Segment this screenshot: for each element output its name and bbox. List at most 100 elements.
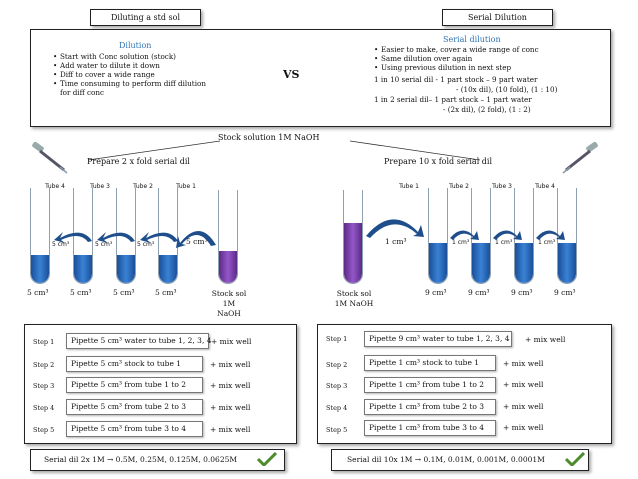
transfer-volume: 5 cm³ [137,241,155,248]
right-panel-title: Prepare 10 x fold serial dil [384,157,493,166]
serial-point: Using previous dilution in next step [374,63,604,72]
stock-title: Stock solution 1M NaOH [218,133,320,142]
right-summary: Serial dil 10x 1M → 0.1M, 0.01M, 0.001M,… [347,455,545,464]
test-tube [471,188,491,284]
step-label: Step 5 [33,426,55,434]
tube-label: Tube 2 [133,183,153,190]
tube-volume: 5 cm³ [113,288,135,297]
dilution-point: Start with Conc solution (stock) [53,52,243,61]
transfer-volume: 1 cm³ [495,239,513,246]
tube-volume: 9 cm³ [425,288,447,297]
transfer-volume: 1 cm³ [538,239,556,246]
stock-label: Stock sol 1M NaOH [211,289,247,318]
step-action: Pipette 5 cm³ from tube 1 to 2 [66,377,203,393]
pipette-icon [562,142,598,174]
test-tube [557,188,577,284]
ratio-line: 1 in 10 serial dil - 1 part stock – 9 pa… [374,75,538,84]
pipette-icon [32,142,68,174]
step-action: Pipette 1 cm³ from tube 3 to 4 [364,420,496,436]
right-title: Serial Dilution [468,13,527,22]
ratio-line: - (2x dil), (2 fold), (1 : 2) [443,105,531,114]
left-summary-box [30,449,285,471]
ratio-line: - (10x dil), (10 fold), (1 : 10) [456,85,558,94]
tube-label: Tube 3 [90,183,110,190]
step-label: Step 2 [326,361,348,369]
step-label: Step 2 [33,361,55,369]
vs-label: VS [283,68,300,81]
transfer-volume: 1 cm³ [452,239,470,246]
step-action: Pipette 5 cm³ water to tube 1, 2, 3, 4 [66,333,211,349]
step-label: Step 1 [33,338,55,346]
checkmark-icon [257,452,277,466]
tube-volume: 5 cm³ [27,288,49,297]
dilution-points: Start with Conc solution (stock) Add wat… [53,52,243,97]
step-label: Step 1 [326,335,348,343]
step-action: Pipette 5 cm³ stock to tube 1 [66,356,203,372]
transfer-volume: 1 cm³ [385,237,407,246]
left-summary: Serial dil 2x 1M → 0.5M, 0.25M, 0.125M, … [44,455,238,464]
step-mix: + mix well [503,423,544,432]
tube-volume: 5 cm³ [70,288,92,297]
left-title-box: Diluting a std sol [90,9,201,26]
test-tube [428,188,448,284]
step-mix: + mix well [503,402,544,411]
step-action: Pipette 1 cm³ from tube 1 to 2 [364,377,496,393]
dilution-point: Diff to cover a wide range [53,70,243,79]
ratio-line: 1 in 2 serial dil– 1 part stock – 1 part… [374,95,532,104]
step-action: Pipette 5 cm³ from tube 2 to 3 [66,399,203,415]
step-mix: + mix well [211,337,252,346]
tube-volume: 9 cm³ [511,288,533,297]
left-title: Diluting a std sol [110,13,181,22]
serial-point: Same dilution over again [374,54,604,63]
transfer-volume: 5 cm³ [186,237,208,246]
step-label: Step 4 [326,404,348,412]
step-mix: + mix well [210,403,251,412]
stock-tube [343,190,363,284]
arrow-line-left [87,140,221,161]
step-label: Step 4 [33,404,55,412]
stock-tube [218,190,238,284]
right-summary-box [331,449,589,471]
test-tube [30,188,50,284]
transfer-volume: 5 cm³ [52,241,70,248]
test-tube [514,188,534,284]
step-label: Step 3 [33,382,55,390]
right-title-box: Serial Dilution [442,9,553,26]
step-action: Pipette 1 cm³ stock to tube 1 [364,355,496,371]
step-action: Pipette 1 cm³ from tube 2 to 3 [364,399,496,415]
tube-volume: 9 cm³ [468,288,490,297]
comparison-box: Dilution Start with Conc solution (stock… [30,29,611,127]
step-label: Step 5 [326,426,348,434]
serial-points: Easier to make, cover a wide range of co… [374,45,604,72]
step-mix: + mix well [210,381,251,390]
step-action: Pipette 5 cm³ from tube 3 to 4 [66,421,203,437]
left-panel-title: Prepare 2 x fold serial dil [87,157,190,166]
transfer-volume: 5 cm³ [95,241,113,248]
step-mix: + mix well [503,380,544,389]
tube-label: Tube 1 [399,183,419,190]
step-mix: + mix well [210,360,251,369]
tube-label: Tube 2 [449,183,469,190]
dilution-heading: Dilution [119,41,152,50]
dilution-point: Time consuming to perform diff dilution … [53,79,210,97]
tube-label: Tube 1 [176,183,196,190]
arrow-line-right [349,140,481,161]
serial-point: Easier to make, cover a wide range of co… [374,45,604,54]
dilution-point: Add water to dilute it down [53,61,243,70]
tube-label: Tube 4 [45,183,65,190]
tube-label: Tube 3 [492,183,512,190]
step-mix: + mix well [503,359,544,368]
tube-volume: 5 cm³ [155,288,177,297]
tube-volume: 9 cm³ [554,288,576,297]
stock-label: Stock sol 1M NaOH [334,289,374,308]
checkmark-icon [565,452,585,466]
serial-heading: Serial dilution [443,35,501,44]
step-label: Step 3 [326,382,348,390]
step-mix: + mix well [525,335,566,344]
step-mix: + mix well [210,425,251,434]
tube-label: Tube 4 [535,183,555,190]
step-action: Pipette 9 cm³ water to tube 1, 2, 3, 4 [364,331,512,347]
